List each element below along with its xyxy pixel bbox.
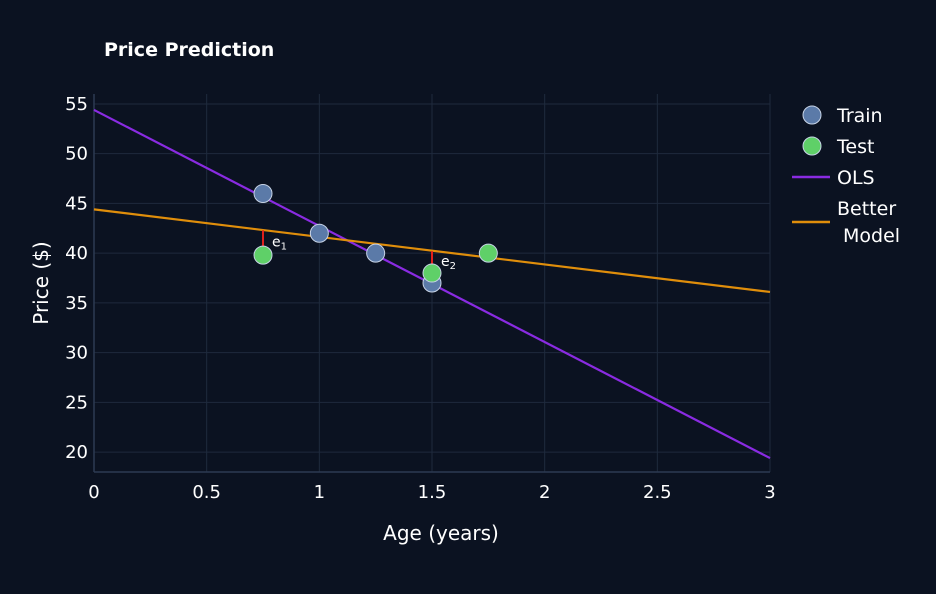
test-point[interactable] [422,263,442,283]
legend-label: Model [843,225,900,247]
train-point[interactable] [309,223,329,243]
x-tick-label: 0 [88,482,99,503]
legend-item-test[interactable]: Test [802,136,874,158]
x-tick-label: 2 [539,482,550,503]
legend-swatch [802,105,822,125]
x-tick-label: 1.5 [418,482,447,503]
residual-label: e1 [272,235,287,253]
y-tick-label: 50 [65,144,88,165]
y-axis-label: Price ($) [29,241,53,324]
legend-item-train[interactable]: Train [802,105,883,127]
marker-series [253,183,498,293]
test-point[interactable] [253,245,273,265]
x-axis-label: Age (years) [383,521,499,545]
legend-label: Train [836,105,883,127]
x-tick-label: 1 [314,482,325,503]
train-point[interactable] [253,183,273,203]
y-tick-label: 55 [65,94,88,115]
residual-label: e2 [441,254,456,272]
train-point[interactable] [366,243,386,263]
y-tick-label: 40 [65,243,88,264]
better-model-line [93,208,771,294]
legend-label: Test [836,136,874,158]
test-point[interactable] [478,243,498,263]
legend-label: Better [837,198,896,220]
axes [93,94,770,473]
y-tick-label: 25 [65,392,88,413]
grid-lines [94,94,771,472]
legend[interactable]: Train Test OLS Better Model [792,105,900,247]
y-tick-label: 30 [65,343,88,364]
x-tick-label: 3 [764,482,775,503]
x-tick-labels: 0 0.5 1 1.5 2 2.5 3 [88,482,775,503]
y-tick-label: 35 [65,293,88,314]
legend-label: OLS [837,167,875,189]
legend-item-ols[interactable]: OLS [792,167,875,189]
chart-title: Price Prediction [104,39,274,61]
y-tick-labels: 20 25 30 35 40 45 50 55 [65,94,88,463]
x-tick-label: 2.5 [643,482,672,503]
y-tick-label: 45 [65,193,88,214]
y-tick-label: 20 [65,442,88,463]
legend-swatch [802,136,822,156]
x-tick-label: 0.5 [192,482,221,503]
legend-item-better-model[interactable]: Better Model [792,198,900,247]
